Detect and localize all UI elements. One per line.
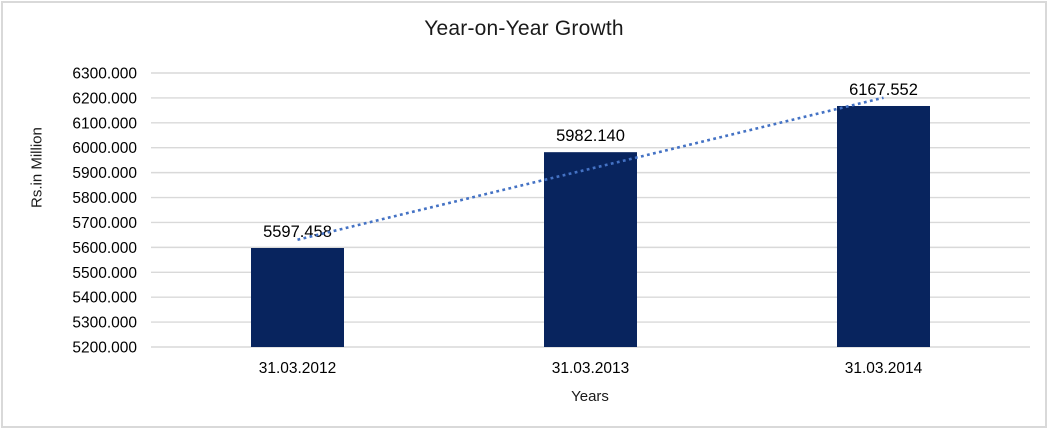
y-tick-label: 5900.000 [72,165,137,182]
y-tick-label: 6200.000 [72,90,137,107]
x-tick-label: 31.03.2014 [845,360,923,377]
y-tick-label: 6100.000 [72,115,137,132]
bar [837,105,930,347]
bar-data-label: 5982.140 [556,127,625,145]
y-tick-label: 5800.000 [72,190,137,207]
y-tick-label: 5500.000 [72,265,137,282]
y-tick-label: 6000.000 [72,140,137,157]
x-tick-label: 31.03.2012 [259,360,337,377]
y-tick-label: 5400.000 [72,290,137,307]
chart-title: Year-on-Year Growth [424,17,624,40]
x-axis-title: Years [571,388,609,405]
bar [544,152,637,347]
bar-data-label: 6167.552 [849,81,918,99]
y-axis-title-label: Rs.in Million [28,127,46,208]
y-tick-label: 5300.000 [72,315,137,332]
x-tick-label: 31.03.2013 [552,360,630,377]
plot-area: 5200.000 5300.000 5400.000 5500.000 5600.000… [72,66,1030,377]
y-tick-label: 5700.000 [72,215,137,232]
trendline [297,96,884,241]
bar [251,247,344,347]
y-tick-label: 6300.000 [72,66,137,83]
y-tick-label: 5200.000 [72,340,137,357]
bar-data-label: 5597.458 [263,223,332,241]
y-tick-label: 5600.000 [72,240,137,257]
